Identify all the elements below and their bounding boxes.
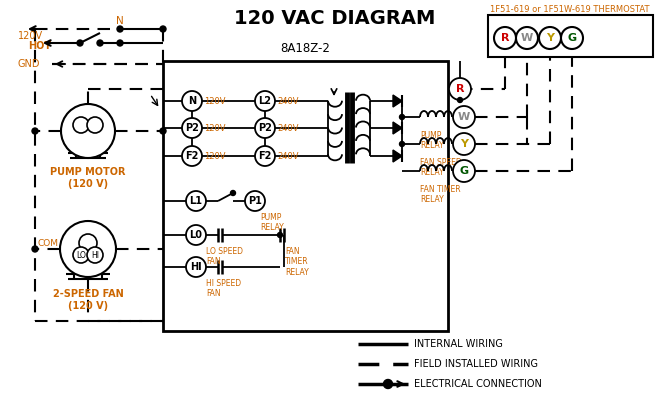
Text: L1: L1 (190, 196, 202, 206)
Circle shape (255, 118, 275, 138)
Circle shape (117, 40, 123, 46)
Text: R: R (456, 84, 464, 94)
Text: 1F51-619 or 1F51W-619 THERMOSTAT: 1F51-619 or 1F51W-619 THERMOSTAT (490, 5, 650, 14)
Text: HI: HI (91, 251, 99, 259)
Circle shape (60, 221, 116, 277)
Circle shape (77, 40, 83, 46)
Circle shape (494, 27, 516, 49)
Circle shape (399, 114, 405, 119)
Text: R: R (500, 33, 509, 43)
Text: PUMP
RELAY: PUMP RELAY (260, 213, 284, 233)
Circle shape (453, 133, 475, 155)
Text: 2-SPEED FAN
(120 V): 2-SPEED FAN (120 V) (53, 289, 123, 310)
Text: GND: GND (18, 59, 40, 69)
Text: Y: Y (460, 139, 468, 149)
Text: P2: P2 (258, 123, 272, 133)
Circle shape (516, 27, 538, 49)
Text: Y: Y (546, 33, 554, 43)
Circle shape (255, 146, 275, 166)
Text: 120V: 120V (18, 31, 43, 41)
Circle shape (182, 118, 202, 138)
Text: W: W (521, 33, 533, 43)
Circle shape (87, 247, 103, 263)
Text: 240V: 240V (277, 152, 299, 160)
Text: FAN
TIMER
RELAY: FAN TIMER RELAY (285, 247, 309, 277)
Text: F2: F2 (259, 151, 272, 161)
Circle shape (73, 247, 89, 263)
Circle shape (383, 380, 393, 388)
Text: INTERNAL WIRING: INTERNAL WIRING (414, 339, 503, 349)
Circle shape (453, 106, 475, 128)
Circle shape (245, 191, 265, 211)
Text: PUMP
RELAY: PUMP RELAY (420, 131, 444, 150)
Circle shape (87, 117, 103, 133)
Text: ELECTRICAL CONNECTION: ELECTRICAL CONNECTION (414, 379, 542, 389)
Text: 120V: 120V (204, 124, 226, 132)
Text: 120 VAC DIAGRAM: 120 VAC DIAGRAM (234, 9, 436, 28)
Circle shape (117, 26, 123, 32)
Circle shape (561, 27, 583, 49)
Circle shape (277, 233, 283, 238)
Text: FAN SPEED
RELAY: FAN SPEED RELAY (420, 158, 462, 177)
Circle shape (182, 146, 202, 166)
Text: P2: P2 (185, 123, 199, 133)
Polygon shape (393, 150, 402, 162)
Text: 8A18Z-2: 8A18Z-2 (281, 42, 330, 55)
Circle shape (182, 91, 202, 111)
Circle shape (186, 225, 206, 245)
Circle shape (539, 27, 561, 49)
Text: LO: LO (76, 251, 86, 259)
Text: FAN TIMER
RELAY: FAN TIMER RELAY (420, 185, 461, 204)
Circle shape (453, 160, 475, 182)
Circle shape (449, 78, 471, 100)
Text: 240V: 240V (277, 96, 299, 106)
Text: HOT: HOT (28, 41, 51, 51)
Text: PUMP MOTOR
(120 V): PUMP MOTOR (120 V) (50, 167, 126, 189)
Circle shape (73, 117, 89, 133)
Text: N: N (116, 16, 124, 26)
Circle shape (230, 191, 235, 196)
Bar (488, 15, 653, 57)
Polygon shape (393, 95, 402, 107)
Text: G: G (567, 33, 577, 43)
Circle shape (160, 26, 166, 32)
Text: LO SPEED
FAN: LO SPEED FAN (206, 247, 243, 266)
Circle shape (61, 104, 115, 158)
Circle shape (186, 191, 206, 211)
Text: COM: COM (37, 238, 58, 248)
Text: HI SPEED
FAN: HI SPEED FAN (206, 279, 241, 298)
Text: HI: HI (190, 262, 202, 272)
Circle shape (255, 91, 275, 111)
Circle shape (186, 257, 206, 277)
Text: G: G (460, 166, 468, 176)
Circle shape (458, 98, 462, 103)
Text: FIELD INSTALLED WIRING: FIELD INSTALLED WIRING (414, 359, 538, 369)
Circle shape (399, 142, 405, 147)
Text: 120V: 120V (204, 152, 226, 160)
Text: L0: L0 (190, 230, 202, 240)
Polygon shape (393, 122, 402, 134)
Text: 120V: 120V (204, 96, 226, 106)
Circle shape (79, 234, 97, 252)
Circle shape (32, 128, 38, 134)
Text: P1: P1 (248, 196, 262, 206)
Text: W: W (458, 112, 470, 122)
Circle shape (32, 246, 38, 252)
Text: N: N (188, 96, 196, 106)
Circle shape (97, 40, 103, 46)
Text: F2: F2 (186, 151, 199, 161)
Bar (163, 61, 448, 331)
Circle shape (160, 128, 166, 134)
Text: L2: L2 (259, 96, 271, 106)
Text: 240V: 240V (277, 124, 299, 132)
